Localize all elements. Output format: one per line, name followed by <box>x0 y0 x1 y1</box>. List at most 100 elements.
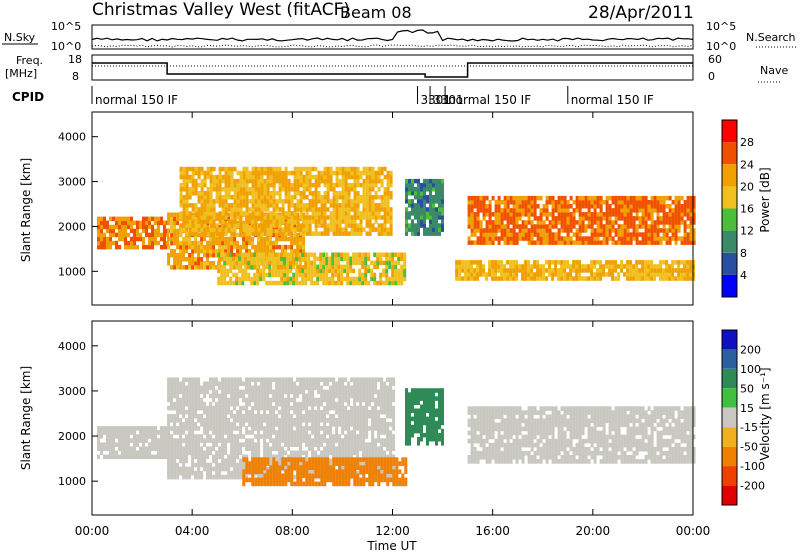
heatmap-cell <box>197 232 201 238</box>
heatmap-cell <box>106 442 109 447</box>
heatmap-cell <box>224 413 228 419</box>
heatmap-cell <box>611 260 615 265</box>
heatmap-cell <box>275 381 279 387</box>
heatmap-cell <box>320 393 324 399</box>
heatmap-cell <box>554 272 558 277</box>
heatmap-cell <box>515 212 519 217</box>
heatmap-cell <box>572 216 576 221</box>
heatmap-cell <box>197 252 201 258</box>
heatmap-cell <box>287 401 291 407</box>
heatmap-cell <box>191 265 195 270</box>
heatmap-cell <box>203 223 207 228</box>
heatmap-cell <box>377 187 381 192</box>
heatmap-cell <box>350 199 354 204</box>
heatmap-cell <box>599 220 603 225</box>
heatmap-cell <box>194 207 198 212</box>
heatmap-cell <box>283 276 287 282</box>
heatmap-cell <box>167 418 171 423</box>
heatmap-cell <box>650 220 654 225</box>
heatmap-cell <box>290 389 294 395</box>
heatmap-cell <box>293 401 297 407</box>
heatmap-cell <box>331 260 335 266</box>
heatmap-cell <box>170 220 174 226</box>
heatmap-cell <box>653 200 657 205</box>
heatmap-cell <box>584 200 588 205</box>
heatmap-cell <box>614 240 618 245</box>
heatmap-cell <box>173 458 177 464</box>
heatmap-cell <box>509 195 513 201</box>
heatmap-cell <box>386 227 390 232</box>
heatmap-cell <box>272 174 276 180</box>
heatmap-cell <box>185 187 189 192</box>
heatmap-cell <box>310 272 314 278</box>
heatmap-cell <box>197 393 201 399</box>
heatmap-cell <box>563 228 567 233</box>
heatmap-cell <box>179 187 183 192</box>
heatmap-cell <box>638 268 642 273</box>
heatmap-cell <box>417 187 420 192</box>
heatmap-cell <box>686 240 690 245</box>
heatmap-cell <box>575 228 579 233</box>
heatmap-cell <box>245 438 249 443</box>
heatmap-cell <box>304 256 308 261</box>
heatmap-cell <box>350 422 354 427</box>
heatmap-cell <box>284 401 288 407</box>
heatmap-cell <box>167 462 171 468</box>
heatmap-cell <box>578 195 582 201</box>
heatmap-cell <box>230 438 234 443</box>
heatmap-cell <box>302 182 306 188</box>
heatmap-cell <box>109 442 112 447</box>
heatmap-cell <box>314 231 318 236</box>
heatmap-cell <box>170 446 174 451</box>
heatmap-cell <box>194 178 198 184</box>
heatmap-cell <box>641 220 645 225</box>
heatmap-cell <box>254 178 258 184</box>
heatmap-cell <box>170 389 174 395</box>
heatmap-cell <box>332 405 336 411</box>
heatmap-cell <box>611 240 615 245</box>
heatmap-cell <box>109 244 112 250</box>
heatmap-cell <box>403 272 407 278</box>
heatmap-cell <box>560 216 564 221</box>
heatmap-cell <box>310 280 314 286</box>
heatmap-cell <box>560 276 564 281</box>
heatmap-cell <box>209 422 213 427</box>
heatmap-cell <box>302 227 306 232</box>
heatmap-cell <box>286 268 290 274</box>
heatmap-cell <box>127 454 130 460</box>
heatmap-cell <box>250 264 254 270</box>
heatmap-cell <box>674 224 678 229</box>
heatmap-cell <box>230 231 234 236</box>
heatmap-cell <box>248 393 252 399</box>
heatmap-cell <box>305 182 309 188</box>
heatmap-cell <box>221 450 225 456</box>
heatmap-cell <box>500 268 504 273</box>
heatmap-cell <box>227 458 231 464</box>
heatmap-cell <box>220 252 224 257</box>
heatmap-cell <box>464 264 468 269</box>
heatmap-cell <box>266 413 270 419</box>
heatmap-cell <box>170 434 174 439</box>
heatmap-cell <box>659 236 663 241</box>
heatmap-cell <box>668 268 672 273</box>
heatmap-cell <box>245 442 249 447</box>
heatmap-cell <box>334 260 338 266</box>
heatmap-cell <box>185 397 189 403</box>
heatmap-cell <box>314 219 318 224</box>
heatmap-cell <box>566 236 570 241</box>
heatmap-cell <box>629 240 633 245</box>
heatmap-cell <box>530 236 534 241</box>
heatmap-cell <box>566 224 570 229</box>
heatmap-cell <box>290 430 294 435</box>
heatmap-cell <box>584 212 588 217</box>
heatmap-cell <box>650 200 654 205</box>
heatmap-cell <box>179 458 183 464</box>
heatmap-cell <box>578 224 582 229</box>
heatmap-cell <box>359 182 363 188</box>
heatmap-cell <box>560 224 564 229</box>
heatmap-cell <box>254 377 258 382</box>
heatmap-cell <box>647 264 651 269</box>
heatmap-cell <box>632 216 636 221</box>
heatmap-cell <box>482 232 486 237</box>
heatmap-cell <box>206 207 210 212</box>
